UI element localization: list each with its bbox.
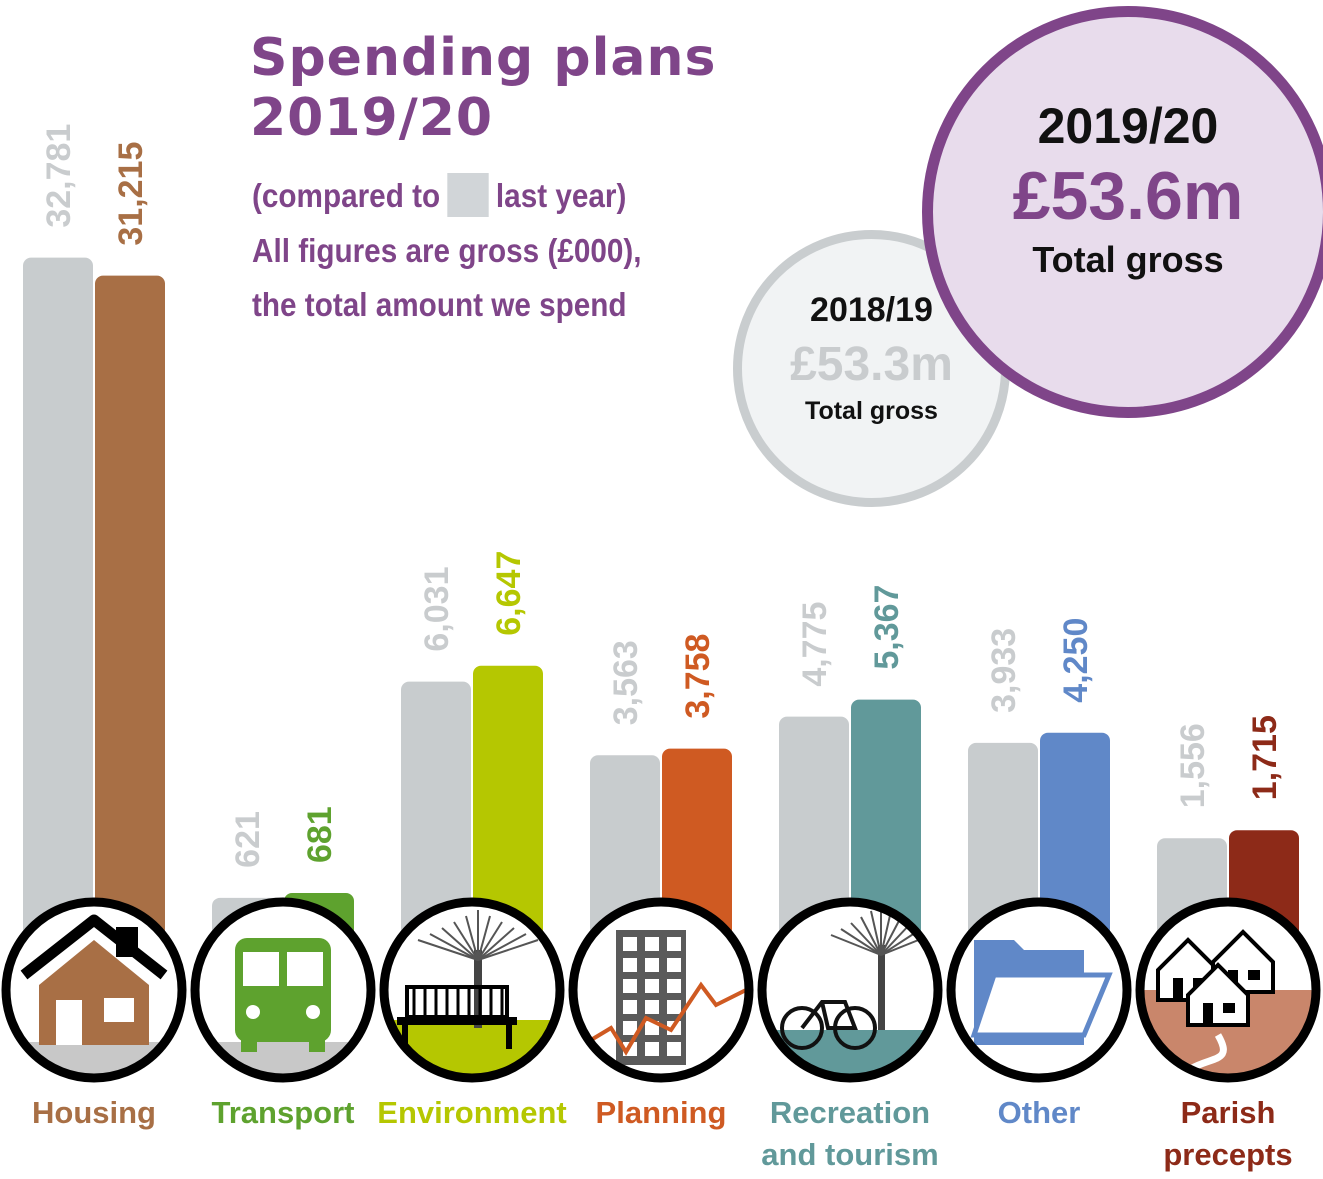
total-current-amount: £53.6m xyxy=(1012,158,1244,234)
gross-note-line-1: All figures are gross (£000), xyxy=(252,232,642,269)
value-label-other-2018-19: 3,933 xyxy=(985,628,1023,713)
category-label-housing: Housing xyxy=(32,1095,156,1130)
category-planning: 3,563 3,758 Planning xyxy=(568,634,754,1130)
total-previous-amount: £53.3m xyxy=(790,338,953,391)
category-label-other: Other xyxy=(998,1095,1081,1130)
value-label-recreation-and-tourism-2018-19: 4,775 xyxy=(796,602,834,687)
total-current-bubble: 2019/20 £53.6m Total gross xyxy=(922,6,1323,418)
compare-note: (compared to last year) xyxy=(252,173,627,220)
value-label-other-2019-20: 4,250 xyxy=(1057,618,1095,703)
folder-icon xyxy=(970,940,1113,1045)
icon-circle-ring xyxy=(568,897,754,1083)
value-label-housing-2018-19: 32,781 xyxy=(40,124,78,228)
value-label-parish-precepts-2019-20: 1,715 xyxy=(1246,715,1284,800)
title-line-2: 2019/20 xyxy=(250,88,494,148)
category-label-parish-precepts: precepts xyxy=(1163,1137,1292,1172)
value-label-planning-2019-20: 3,758 xyxy=(679,634,717,719)
title-line-1: Spending plans xyxy=(250,28,717,88)
chart-title: Spending plans 2019/20 xyxy=(250,28,716,148)
category-other: 3,933 4,250 Other xyxy=(946,618,1132,1130)
value-label-recreation-and-tourism-2019-20: 5,367 xyxy=(868,585,906,670)
gross-note-line-2: the total amount we spend xyxy=(252,286,627,323)
category-parish-precepts: 1,556 1,715 Parish precepts xyxy=(1135,715,1321,1172)
value-label-transport-2019-20: 681 xyxy=(301,806,339,863)
category-label-transport: Transport xyxy=(212,1095,355,1130)
icon-circle-ring xyxy=(757,897,943,1083)
icon-circle-ring xyxy=(1,897,187,1083)
total-current-year: 2019/20 xyxy=(1037,98,1219,154)
category-recreation-and-tourism: 4,775 5,367 Recreation and tourism xyxy=(757,585,943,1172)
icon-circle-ring xyxy=(379,897,565,1083)
icon-circle-ring xyxy=(946,897,1132,1083)
value-label-parish-precepts-2018-19: 1,556 xyxy=(1174,723,1212,808)
compare-suffix: last year) xyxy=(495,177,627,214)
value-label-transport-2018-19: 621 xyxy=(229,811,267,868)
category-transport: 621 681 Transport xyxy=(190,806,376,1130)
value-label-environment-2018-19: 6,031 xyxy=(418,567,456,652)
value-label-housing-2019-20: 31,215 xyxy=(112,142,150,246)
compare-prefix: (compared to xyxy=(252,177,441,214)
total-previous-label: Total gross xyxy=(805,397,938,425)
category-label-recreation-and-tourism: and tourism xyxy=(761,1137,938,1172)
category-environment: 6,031 6,647 Environment xyxy=(377,551,566,1130)
category-label-planning: Planning xyxy=(596,1095,727,1130)
bar-housing-2019-20 xyxy=(95,275,165,1008)
icon-circle-ring xyxy=(190,897,376,1083)
bar-housing-2018-19 xyxy=(23,257,93,1008)
icon-circle-ring xyxy=(1135,897,1321,1083)
category-housing: 32,781 31,215 Housing xyxy=(1,124,187,1130)
category-label-recreation-and-tourism: Recreation xyxy=(770,1095,930,1130)
value-label-planning-2018-19: 3,563 xyxy=(607,640,645,725)
category-label-environment: Environment xyxy=(377,1095,566,1130)
total-previous-year: 2018/19 xyxy=(810,291,933,329)
total-current-label: Total gross xyxy=(1032,239,1224,280)
category-label-parish-precepts: Parish xyxy=(1181,1095,1276,1130)
value-label-environment-2019-20: 6,647 xyxy=(490,551,528,636)
building-graph-icon xyxy=(589,930,749,1065)
previous-year-swatch xyxy=(447,173,489,218)
